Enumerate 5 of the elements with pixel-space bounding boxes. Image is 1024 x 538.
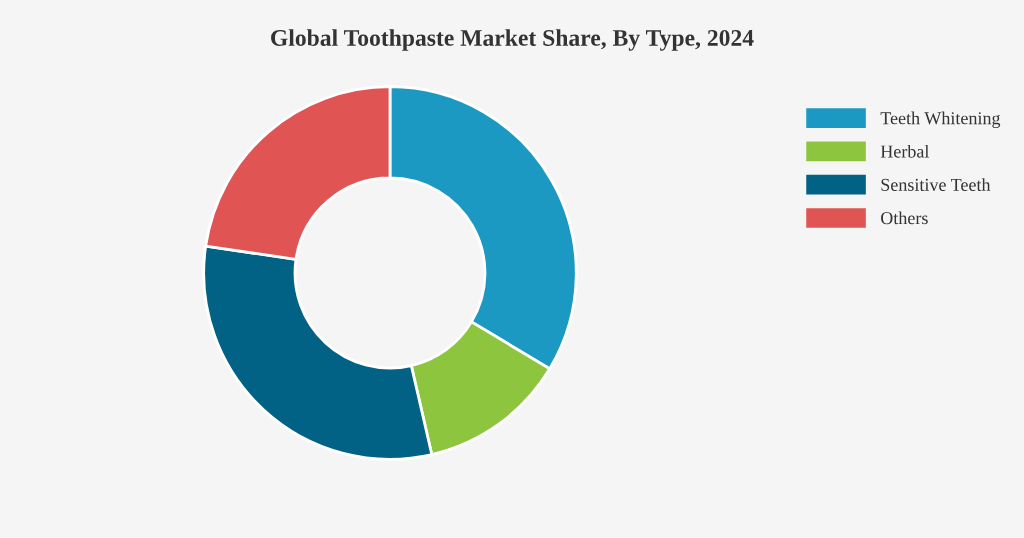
legend-label: Others xyxy=(881,211,928,225)
legend-label: Teeth Whitening xyxy=(880,111,1001,129)
legend-label: Sensitive Teeth xyxy=(881,178,991,191)
legend-label: Herbal xyxy=(880,144,930,158)
chart-title: Global Toothpaste Market Share, By Type, 2024 xyxy=(271,29,754,51)
